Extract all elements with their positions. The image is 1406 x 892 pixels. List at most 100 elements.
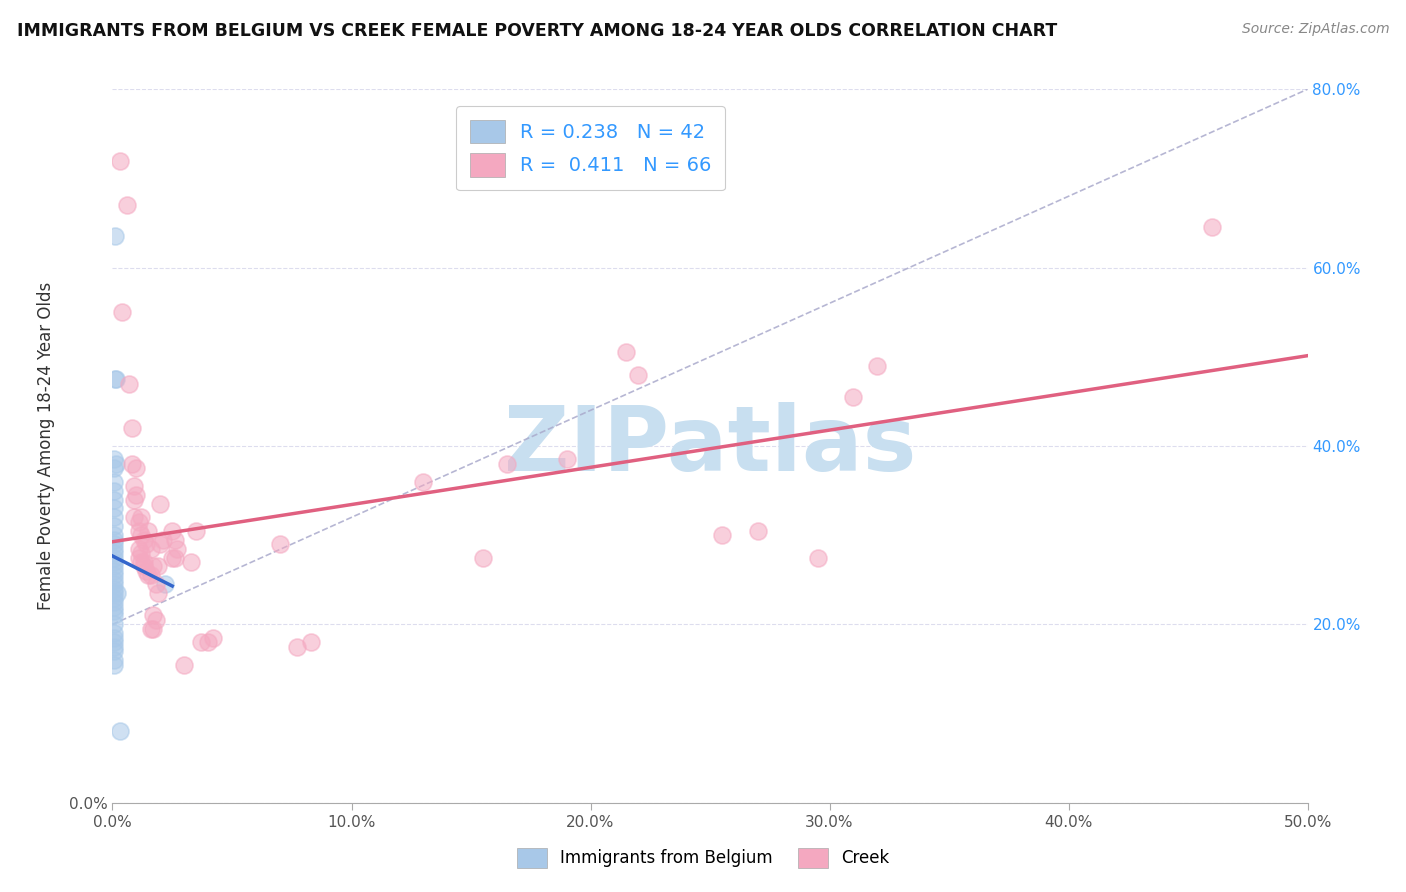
Point (138, 568, 160, 582)
Point (807, 550, 830, 565)
Point (139, 541, 162, 556)
Point (108, 153, 131, 168)
Point (103, 577, 125, 591)
Point (138, 524, 160, 538)
Point (122, 510, 145, 524)
Text: IMMIGRANTS FROM BELGIUM VS CREEK FEMALE POVERTY AMONG 18-24 YEAR OLDS CORRELATIO: IMMIGRANTS FROM BELGIUM VS CREEK FEMALE … (17, 22, 1057, 40)
Point (103, 510, 125, 524)
Point (111, 305, 134, 319)
Point (1201, 220, 1223, 235)
Point (103, 519, 125, 533)
Point (129, 528, 152, 542)
Point (162, 550, 183, 565)
Point (163, 550, 186, 565)
Point (152, 533, 174, 547)
Point (146, 586, 169, 600)
Point (121, 457, 143, 471)
Point (121, 421, 143, 435)
Point (496, 457, 519, 471)
Point (132, 559, 155, 574)
Point (135, 537, 157, 551)
Point (103, 591, 125, 605)
Point (103, 573, 125, 587)
Point (616, 345, 638, 359)
Point (103, 608, 125, 623)
Point (103, 501, 125, 516)
Point (103, 599, 125, 614)
Point (105, 586, 128, 600)
Point (142, 559, 165, 574)
Text: Source: ZipAtlas.com: Source: ZipAtlas.com (1241, 22, 1389, 37)
Point (103, 626, 125, 640)
Point (103, 550, 125, 565)
Point (162, 524, 183, 538)
Point (412, 475, 434, 489)
Point (197, 635, 219, 649)
Point (103, 555, 125, 569)
Y-axis label: Female Poverty Among 18-24 Year Olds: Female Poverty Among 18-24 Year Olds (37, 282, 55, 610)
Point (269, 537, 291, 551)
Point (122, 479, 145, 493)
Point (103, 631, 125, 645)
Point (149, 497, 172, 511)
Point (145, 613, 167, 627)
Point (132, 533, 155, 547)
Point (103, 452, 125, 467)
Point (105, 372, 128, 386)
Point (128, 541, 150, 556)
Point (103, 546, 125, 560)
Legend: R = 0.238   N = 42, R =  0.411   N = 66: R = 0.238 N = 42, R = 0.411 N = 66 (456, 106, 725, 191)
Point (115, 198, 138, 212)
Point (103, 657, 125, 672)
Point (103, 653, 125, 667)
Point (103, 640, 125, 654)
Point (135, 564, 157, 578)
Point (103, 492, 125, 507)
Point (166, 541, 188, 556)
Text: ZIPatlas: ZIPatlas (503, 402, 917, 490)
Point (747, 524, 769, 538)
Point (104, 229, 127, 244)
Point (180, 555, 202, 569)
Point (149, 537, 172, 551)
Point (163, 533, 186, 547)
Point (103, 528, 125, 542)
Point (122, 492, 145, 507)
Point (555, 452, 578, 467)
Point (142, 622, 165, 636)
Point (128, 524, 150, 538)
Point (103, 582, 125, 596)
Point (103, 586, 125, 600)
Point (146, 559, 169, 574)
Point (145, 577, 167, 591)
Point (103, 568, 125, 582)
Point (103, 617, 125, 632)
Point (103, 635, 125, 649)
Point (190, 635, 212, 649)
Point (299, 635, 322, 649)
Point (627, 368, 650, 382)
Point (186, 524, 208, 538)
Point (103, 475, 125, 489)
Point (129, 546, 152, 560)
Point (103, 461, 125, 475)
Point (103, 483, 125, 498)
Point (139, 568, 162, 582)
Point (711, 528, 734, 542)
Point (103, 533, 125, 547)
Point (103, 559, 125, 574)
Point (132, 555, 155, 569)
Point (108, 724, 131, 739)
Point (104, 372, 127, 386)
Point (128, 515, 150, 529)
Legend: Immigrants from Belgium, Creek: Immigrants from Belgium, Creek (510, 841, 896, 875)
Point (866, 359, 889, 373)
Point (173, 657, 195, 672)
Point (118, 376, 141, 391)
Point (103, 537, 125, 551)
Point (142, 608, 165, 623)
Point (105, 457, 128, 471)
Point (139, 622, 162, 636)
Point (201, 631, 224, 645)
Point (472, 550, 495, 565)
